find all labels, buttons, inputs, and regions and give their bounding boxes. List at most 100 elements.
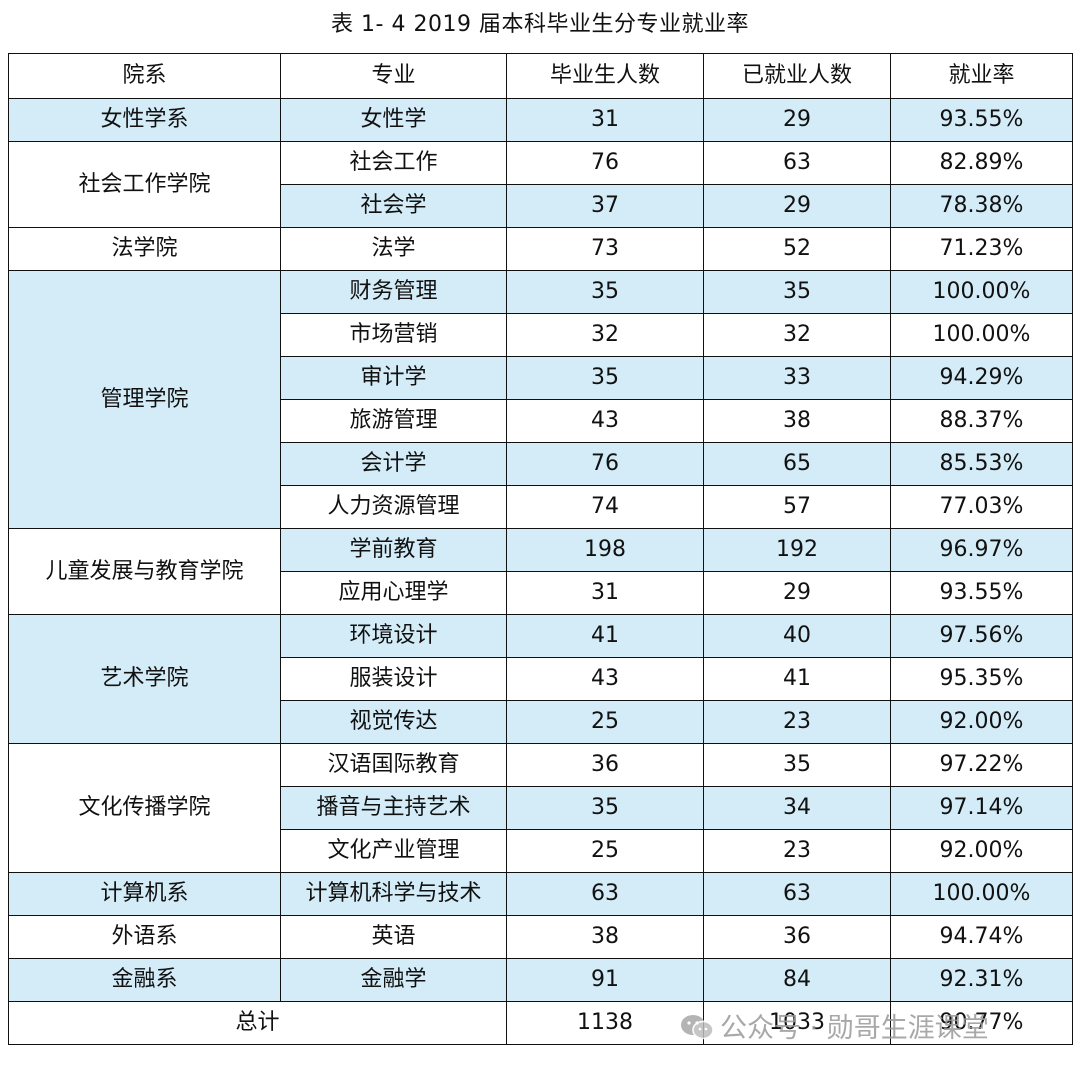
major-cell: 环境设计 <box>280 614 507 658</box>
graduates-cell: 198 <box>506 528 704 572</box>
graduates-cell: 76 <box>506 141 704 185</box>
rate-cell: 94.74% <box>890 915 1073 959</box>
table-row: 旅游管理 43 38 88.37% <box>9 399 1073 443</box>
employed-cell: 38 <box>703 399 891 443</box>
table-row: 会计学 76 65 85.53% <box>9 442 1073 486</box>
rate-cell: 93.55% <box>890 571 1073 615</box>
employed-cell: 36 <box>703 915 891 959</box>
table-row: 视觉传达 25 23 92.00% <box>9 700 1073 744</box>
major-cell: 文化产业管理 <box>280 829 507 873</box>
header-graduates: 毕业生人数 <box>506 53 704 99</box>
rate-cell: 97.14% <box>890 786 1073 830</box>
rate-cell: 97.56% <box>890 614 1073 658</box>
employment-table: 院系 专业 毕业生人数 已就业人数 就业率 女性学系 女性学 31 29 93.55% 社… <box>8 53 1073 1045</box>
major-cell: 服装设计 <box>280 657 507 701</box>
table-row: 金融系 金融学 91 84 92.31% <box>8 958 1073 1002</box>
employed-cell: 29 <box>703 184 891 228</box>
rate-cell: 82.89% <box>890 141 1073 185</box>
major-cell: 会计学 <box>280 442 507 486</box>
graduates-cell: 37 <box>506 184 704 228</box>
table-row: 计算机系 计算机科学与技术 63 63 100.00% <box>8 872 1073 916</box>
table-row: 管理学院 财务管理 35 35 100.00% <box>8 270 1073 529</box>
major-cell: 金融学 <box>280 958 507 1002</box>
major-cell: 法学 <box>280 227 507 271</box>
rate-cell: 95.35% <box>890 657 1073 701</box>
major-cell: 汉语国际教育 <box>280 743 507 787</box>
employed-cell: 34 <box>703 786 891 830</box>
header-employed: 已就业人数 <box>703 53 891 99</box>
rate-cell: 92.00% <box>890 829 1073 873</box>
rate-cell: 100.00% <box>890 270 1073 314</box>
dept-cell: 文化传播学院 <box>8 743 281 873</box>
table-body: 院系 专业 毕业生人数 已就业人数 就业率 女性学系 女性学 31 29 93.55% 社… <box>8 53 1073 1045</box>
dept-cell: 外语系 <box>8 915 281 959</box>
employed-cell: 192 <box>703 528 891 572</box>
dept-cell: 女性学系 <box>8 98 281 142</box>
graduates-cell: 74 <box>506 485 704 529</box>
major-cell: 学前教育 <box>280 528 507 572</box>
employed-cell: 23 <box>703 829 891 873</box>
table-row: 市场营销 32 32 100.00% <box>9 313 1073 357</box>
rate-cell: 78.38% <box>890 184 1073 228</box>
graduates-cell: 25 <box>506 700 704 744</box>
major-cell: 女性学 <box>280 98 507 142</box>
major-cell: 财务管理 <box>280 270 507 314</box>
watermark-text: 公众号 · 勋哥生涯课堂 <box>720 1013 989 1044</box>
employed-cell: 40 <box>703 614 891 658</box>
employed-cell: 29 <box>703 98 891 142</box>
major-cell: 审计学 <box>280 356 507 400</box>
table-row: 女性学系 女性学 31 29 93.55% <box>8 98 1073 142</box>
graduates-cell: 35 <box>506 356 704 400</box>
major-cell: 英语 <box>280 915 507 959</box>
table-row: 儿童发展与教育学院 学前教育 198 192 96.97% <box>8 528 1073 615</box>
rate-cell: 71.23% <box>890 227 1073 271</box>
dept-cell: 计算机系 <box>8 872 281 916</box>
graduates-cell: 31 <box>506 98 704 142</box>
major-cell: 社会学 <box>280 184 507 228</box>
graduates-cell: 41 <box>506 614 704 658</box>
rate-cell: 93.55% <box>890 98 1073 142</box>
table-row: 社会学 37 29 78.38% <box>9 184 1073 228</box>
total-graduates: 1138 <box>506 1001 704 1045</box>
table-row: 法学院 法学 73 52 71.23% <box>8 227 1073 271</box>
rate-cell: 96.97% <box>890 528 1073 572</box>
graduates-cell: 38 <box>506 915 704 959</box>
table-row: 社会工作学院 社会工作 76 63 82.89% <box>8 141 1073 228</box>
table-row: 文化传播学院 汉语国际教育 36 35 97.22% <box>8 743 1073 873</box>
rate-cell: 94.29% <box>890 356 1073 400</box>
table-row: 艺术学院 环境设计 41 40 97.56% <box>8 614 1073 744</box>
dept-cell: 社会工作学院 <box>8 141 281 228</box>
employed-cell: 35 <box>703 743 891 787</box>
table-row: 外语系 英语 38 36 94.74% <box>8 915 1073 959</box>
dept-cell: 儿童发展与教育学院 <box>8 528 281 615</box>
graduates-cell: 73 <box>506 227 704 271</box>
dept-cell: 管理学院 <box>8 270 281 529</box>
major-cell: 视觉传达 <box>280 700 507 744</box>
rate-cell: 77.03% <box>890 485 1073 529</box>
major-cell: 旅游管理 <box>280 399 507 443</box>
employed-cell: 41 <box>703 657 891 701</box>
rate-cell: 92.00% <box>890 700 1073 744</box>
rate-cell: 85.53% <box>890 442 1073 486</box>
graduates-cell: 25 <box>506 829 704 873</box>
header-rate: 就业率 <box>890 53 1073 99</box>
table-row: 文化产业管理 25 23 92.00% <box>9 829 1073 873</box>
employed-cell: 23 <box>703 700 891 744</box>
employed-cell: 65 <box>703 442 891 486</box>
rate-cell: 88.37% <box>890 399 1073 443</box>
rate-cell: 100.00% <box>890 872 1073 916</box>
header-dept: 院系 <box>8 53 281 99</box>
major-cell: 应用心理学 <box>280 571 507 615</box>
total-row: 总计 1138 1033 90.77% <box>8 1001 1073 1045</box>
graduates-cell: 43 <box>506 657 704 701</box>
dept-cell: 艺术学院 <box>8 614 281 744</box>
graduates-cell: 35 <box>506 786 704 830</box>
employed-cell: 52 <box>703 227 891 271</box>
rate-cell: 100.00% <box>890 313 1073 357</box>
graduates-cell: 91 <box>506 958 704 1002</box>
graduates-cell: 43 <box>506 399 704 443</box>
employed-cell: 63 <box>703 872 891 916</box>
header-row: 院系 专业 毕业生人数 已就业人数 就业率 <box>8 53 1073 99</box>
employed-cell: 84 <box>703 958 891 1002</box>
employed-cell: 35 <box>703 270 891 314</box>
